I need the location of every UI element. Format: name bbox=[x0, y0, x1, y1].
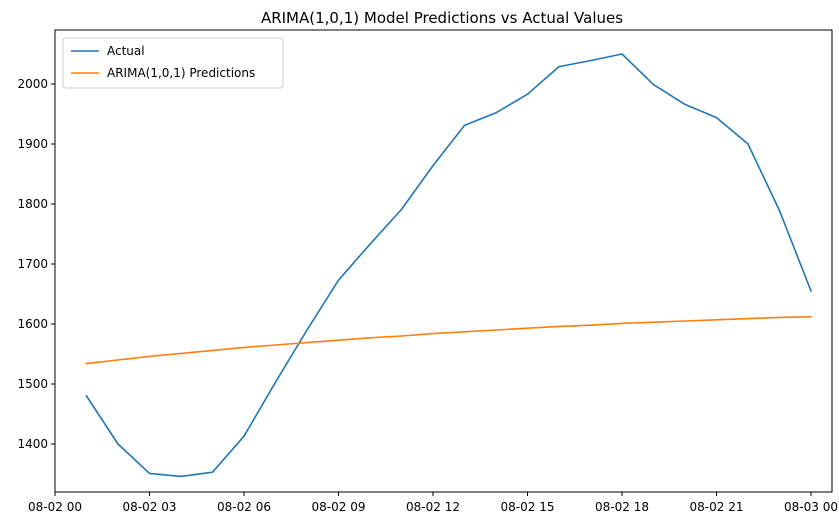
x-tick-label: 08-02 12 bbox=[406, 500, 460, 514]
y-tick-label: 1600 bbox=[17, 317, 48, 331]
series-line-0 bbox=[85, 53, 813, 478]
x-tick-label: 08-02 06 bbox=[217, 500, 271, 514]
x-tick-label: 08-03 00 bbox=[784, 500, 838, 514]
x-axis: 08-02 00 08-02 03 08-02 06 08-02 09 08-02 12… bbox=[28, 492, 838, 514]
y-tick-label: 1400 bbox=[17, 437, 48, 451]
legend: Actual ARIMA(1,0,1) Predictions bbox=[62, 37, 284, 89]
x-tick-label: 08-02 21 bbox=[690, 500, 744, 514]
x-tick-label: 08-02 15 bbox=[501, 500, 555, 514]
series-line-1 bbox=[85, 315, 812, 365]
y-tick-label: 1900 bbox=[17, 137, 48, 151]
y-tick-label: 1800 bbox=[17, 197, 48, 211]
legend-label-0: Actual bbox=[107, 44, 145, 58]
x-tick-label: 08-02 03 bbox=[123, 500, 177, 514]
y-tick-label: 1500 bbox=[17, 377, 48, 391]
plot-area bbox=[54, 29, 833, 493]
series-layer bbox=[85, 53, 813, 478]
x-tick-label: 08-02 09 bbox=[312, 500, 366, 514]
x-tick-label: 08-02 18 bbox=[595, 500, 649, 514]
y-tick-label: 2000 bbox=[17, 77, 48, 91]
legend-label-1: ARIMA(1,0,1) Predictions bbox=[107, 66, 255, 80]
legend-box bbox=[62, 37, 284, 89]
chart-title: ARIMA(1,0,1) Model Predictions vs Actual… bbox=[261, 9, 623, 27]
x-tick-label: 08-02 00 bbox=[28, 500, 82, 514]
y-axis: 1400 1500 1600 1700 1800 1900 2000 bbox=[17, 77, 55, 451]
y-tick-label: 1700 bbox=[17, 257, 48, 271]
